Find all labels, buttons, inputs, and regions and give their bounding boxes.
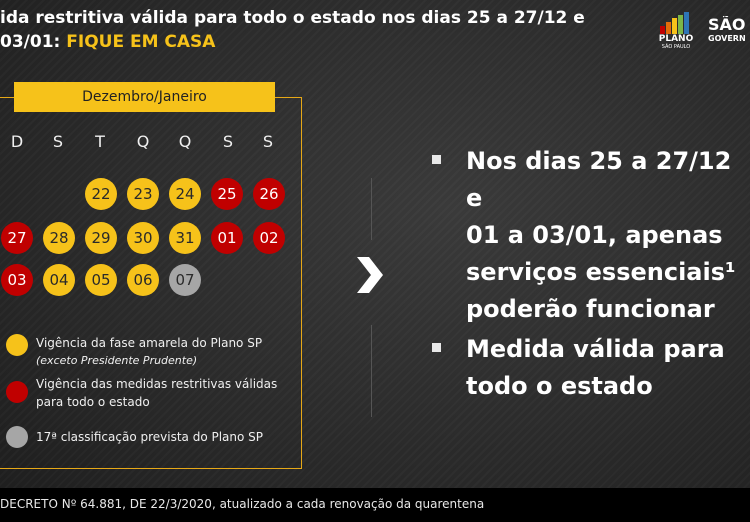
legend-red-label-1: Vigência das medidas restritivas válidas bbox=[36, 377, 278, 391]
legend-gray-dot bbox=[6, 426, 28, 448]
calendar-day: 31 bbox=[169, 222, 201, 254]
chevron-right-icon bbox=[357, 257, 383, 293]
bullet-1-line-4: poderão funcionar bbox=[466, 295, 715, 323]
footer-decree-text: DECRETO Nº 64.881, DE 22/3/2020, atualiz… bbox=[0, 497, 485, 511]
calendar-day: 02 bbox=[253, 222, 285, 254]
bullet-1-line-2: 01 a 03/01, apenas bbox=[466, 221, 723, 249]
weekday-label: D bbox=[10, 132, 24, 151]
plano-logo-subtext: SÃO PAULO bbox=[661, 44, 691, 50]
calendar-day: 03 bbox=[1, 264, 33, 296]
calendar-day: 07 bbox=[169, 264, 201, 296]
divider-line-bottom bbox=[371, 325, 372, 417]
page-title: ida restritiva válida para todo o estado… bbox=[0, 6, 640, 54]
legend-red-dot bbox=[6, 381, 28, 403]
calendar-day: 30 bbox=[127, 222, 159, 254]
title-line-1: ida restritiva válida para todo o estado… bbox=[0, 8, 585, 28]
footer-bar bbox=[0, 488, 750, 522]
weekday-label: S bbox=[222, 132, 234, 151]
divider-line-top bbox=[371, 178, 372, 240]
weekday-label: Q bbox=[178, 132, 192, 151]
square-bullet-icon bbox=[432, 343, 441, 352]
bullet-1-line-3: serviços essenciais¹ bbox=[466, 258, 736, 286]
bullet-2-line-2: todo o estado bbox=[466, 372, 653, 400]
bullet-1-line-1: Nos dias 25 a 27/12 e bbox=[466, 147, 732, 212]
weekday-label: S bbox=[52, 132, 64, 151]
calendar-day: 23 bbox=[127, 178, 159, 210]
sp-logo-line-2: GOVERN bbox=[708, 34, 746, 43]
sp-logo-line-1: SÃO bbox=[708, 16, 746, 34]
legend-yellow-note: (exceto Presidente Prudente) bbox=[36, 354, 198, 367]
legend-yellow-dot bbox=[6, 334, 28, 356]
calendar-day: 26 bbox=[253, 178, 285, 210]
plano-bars-icon bbox=[660, 12, 692, 34]
weekday-label: S bbox=[262, 132, 274, 151]
title-line-2: 03/01: bbox=[0, 32, 67, 52]
calendar-day: 24 bbox=[169, 178, 201, 210]
bullet-text-statewide: Medida válida para todo o estado bbox=[466, 331, 750, 405]
calendar-day: 28 bbox=[43, 222, 75, 254]
calendar-day: 04 bbox=[43, 264, 75, 296]
bullet-2-line-1: Medida válida para bbox=[466, 335, 725, 363]
calendar-day: 25 bbox=[211, 178, 243, 210]
legend-yellow-text: Vigência da fase amarela do Plano SP (ex… bbox=[36, 334, 306, 370]
sp-government-logo: SÃO GOVERN bbox=[708, 16, 750, 44]
weekday-label: Q bbox=[136, 132, 150, 151]
calendar-day: 22 bbox=[85, 178, 117, 210]
plano-sp-logo: PLANO SÃO PAULO bbox=[656, 12, 696, 52]
calendar-month-header: Dezembro/Janeiro bbox=[14, 82, 275, 112]
legend-gray-label: 17ª classificação prevista do Plano SP bbox=[36, 430, 264, 444]
calendar-day: 27 bbox=[1, 222, 33, 254]
legend-gray-text: 17ª classificação prevista do Plano SP bbox=[36, 428, 306, 446]
title-highlight: FIQUE EM CASA bbox=[66, 32, 216, 52]
legend-red-label-2: para todo o estado bbox=[36, 395, 150, 409]
calendar-day: 01 bbox=[211, 222, 243, 254]
legend-red-text: Vigência das medidas restritivas válidas… bbox=[36, 375, 306, 411]
bullet-text-services: Nos dias 25 a 27/12 e 01 a 03/01, apenas… bbox=[466, 143, 750, 328]
calendar-day: 05 bbox=[85, 264, 117, 296]
plano-logo-text: PLANO bbox=[658, 34, 694, 44]
legend-yellow-label: Vigência da fase amarela do Plano SP bbox=[36, 336, 263, 350]
weekday-label: T bbox=[95, 132, 105, 151]
calendar-day: 29 bbox=[85, 222, 117, 254]
square-bullet-icon bbox=[432, 155, 441, 164]
calendar-day: 06 bbox=[127, 264, 159, 296]
